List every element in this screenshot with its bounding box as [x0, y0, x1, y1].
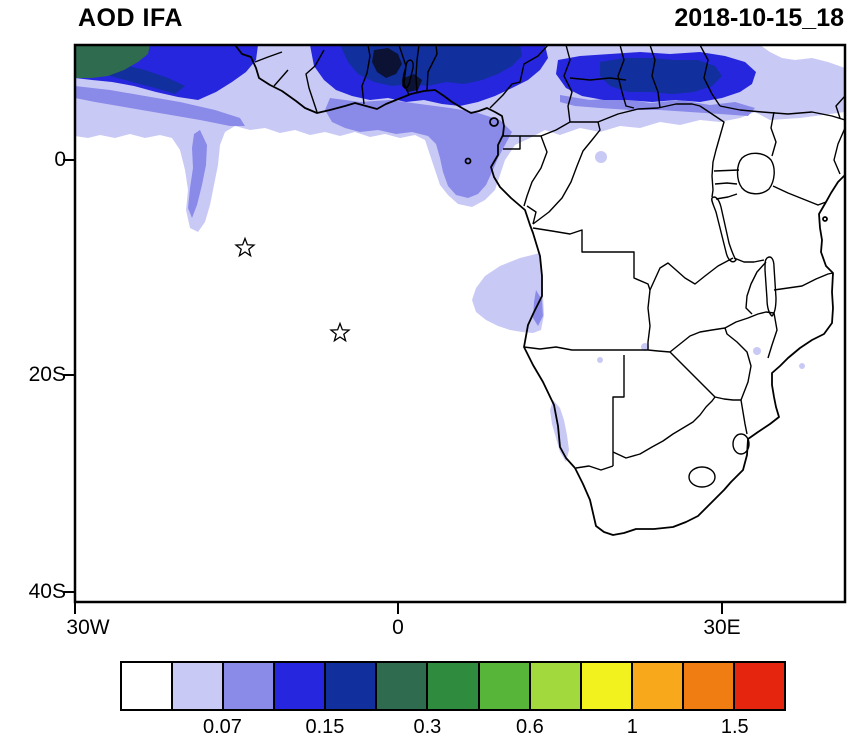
colorbar-cell-1: [122, 663, 174, 709]
colorbar-cell-5: [326, 663, 378, 709]
plot-timestamp: 2018-10-15_18: [674, 4, 844, 32]
colorbar-cell-9: [530, 663, 582, 709]
colorbar-tick-label: 1: [626, 716, 638, 738]
lakes: [402, 59, 777, 317]
colorbar-cell-2: [173, 663, 225, 709]
colorbar-cell-11: [632, 663, 684, 709]
aod-shading: [75, 45, 845, 462]
colorbar-labels: 0.07 0.15 0.3 0.6 1 1.5: [120, 716, 786, 742]
x-tick-label-30e: 30E: [703, 616, 741, 639]
border-swaziland: [732, 433, 750, 455]
colorbar-tick-label: 1.5: [720, 716, 749, 738]
star-marker: [329, 321, 351, 343]
colorbar-tick-label: 0.07: [202, 716, 242, 738]
lake-victoria: [736, 152, 775, 195]
y-tick-label-40s: 40S: [28, 580, 66, 603]
island-bioko: [489, 117, 499, 127]
colorbar-cell-8: [479, 663, 531, 709]
island-sao-tome: [464, 157, 472, 165]
map-frame: [73, 43, 847, 604]
colorbar-cell-4: [275, 663, 327, 709]
star-marker: [234, 236, 256, 258]
colorbar: [120, 661, 786, 711]
lake-tanganyika: [711, 196, 737, 263]
lake-volta: [402, 59, 414, 89]
axis-ticks: [63, 159, 723, 614]
x-tick-label-30w: 30W: [66, 616, 110, 639]
island-zanzibar: [822, 216, 828, 222]
colorbar-tick-label: 0.6: [515, 716, 544, 738]
border-lesotho: [688, 466, 716, 488]
country-borders: [254, 45, 845, 488]
y-tick-label-20s: 20S: [28, 363, 66, 386]
colorbar-cell-13: [734, 663, 785, 709]
coastline: [234, 45, 845, 536]
colorbar-cell-6: [377, 663, 429, 709]
lake-malawi: [764, 256, 777, 317]
colorbar-tick-label: 0.3: [413, 716, 442, 738]
colorbar-cell-7: [428, 663, 480, 709]
x-tick-label-0: 0: [392, 616, 404, 639]
colorbar-cell-12: [683, 663, 735, 709]
colorbar-tick-label: 0.15: [305, 716, 345, 738]
y-tick-label-0: 0: [54, 148, 66, 171]
colorbar-cell-3: [224, 663, 276, 709]
colorbar-cell-10: [581, 663, 633, 709]
plot-title: AOD IFA: [78, 4, 183, 32]
station-markers: [234, 236, 351, 343]
